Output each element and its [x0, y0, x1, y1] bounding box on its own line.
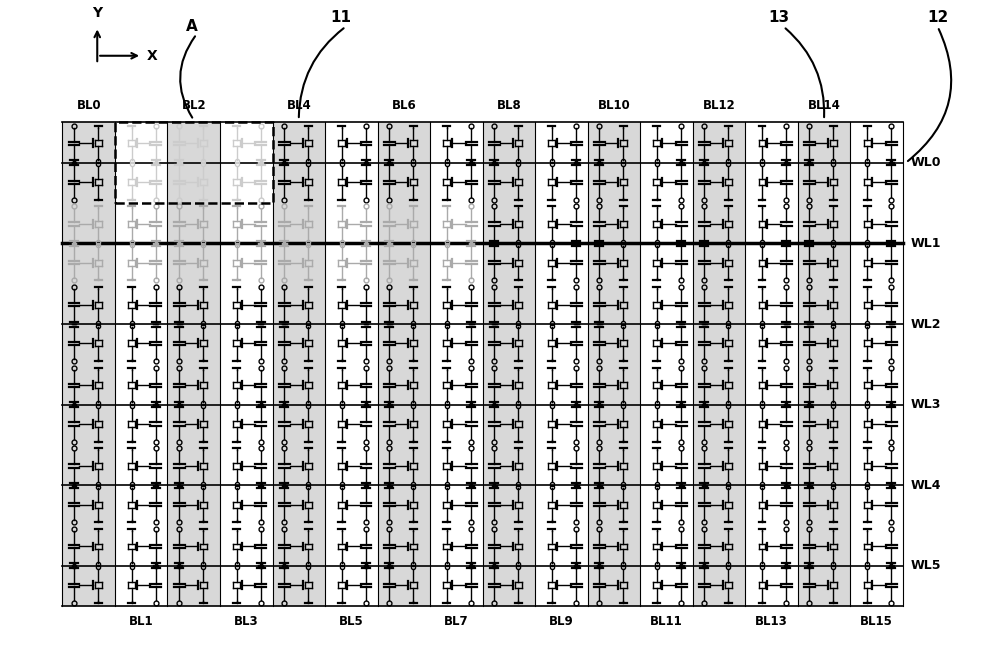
Text: WL2: WL2 — [911, 318, 941, 331]
Bar — [273, 123, 325, 606]
Bar — [798, 123, 850, 606]
Text: BL13: BL13 — [755, 615, 788, 627]
Text: BL2: BL2 — [181, 100, 206, 113]
Text: A: A — [186, 18, 198, 34]
Bar — [588, 123, 640, 606]
Text: BL1: BL1 — [129, 615, 154, 627]
Text: BL5: BL5 — [339, 615, 364, 627]
Bar — [378, 123, 430, 606]
Text: BL4: BL4 — [286, 100, 311, 113]
Text: BL11: BL11 — [650, 615, 683, 627]
Text: X: X — [147, 49, 158, 63]
Text: BL0: BL0 — [76, 100, 101, 113]
Text: BL3: BL3 — [234, 615, 259, 627]
Text: WL1: WL1 — [911, 237, 941, 250]
Text: BL7: BL7 — [444, 615, 469, 627]
Text: WL5: WL5 — [911, 559, 941, 573]
Text: BL9: BL9 — [549, 615, 574, 627]
Text: 12: 12 — [927, 11, 948, 26]
Text: BL8: BL8 — [496, 100, 521, 113]
Text: BL14: BL14 — [808, 100, 840, 113]
Text: WL0: WL0 — [911, 156, 941, 169]
Bar — [167, 123, 220, 606]
Text: Y: Y — [92, 6, 102, 20]
Bar — [693, 123, 745, 606]
Text: BL15: BL15 — [860, 615, 893, 627]
Text: WL4: WL4 — [911, 478, 941, 492]
Text: WL3: WL3 — [911, 398, 941, 411]
Text: 13: 13 — [768, 11, 789, 26]
Bar — [62, 123, 115, 606]
Text: BL10: BL10 — [598, 100, 630, 113]
Bar — [483, 123, 535, 606]
Text: 11: 11 — [330, 11, 351, 26]
Text: BL12: BL12 — [703, 100, 735, 113]
Text: BL6: BL6 — [391, 100, 416, 113]
